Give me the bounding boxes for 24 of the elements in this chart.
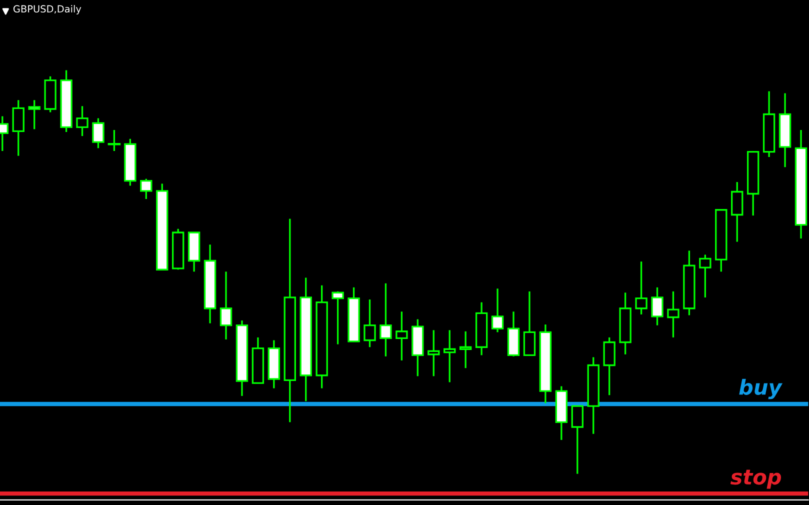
candlestick	[396, 310, 408, 362]
candlestick	[555, 385, 568, 441]
candlestick	[204, 244, 216, 324]
candlestick	[459, 330, 472, 369]
candlestick	[794, 129, 808, 240]
candlestick	[380, 282, 392, 358]
candlestick	[444, 329, 456, 384]
candlestick	[268, 339, 280, 390]
candlestick	[428, 329, 440, 377]
candlestick	[539, 324, 552, 404]
ref-line-label: buy	[739, 378, 783, 400]
candlestick	[284, 218, 296, 424]
chart-title: GBPUSD,Daily	[13, 5, 82, 14]
candlestick	[300, 276, 312, 402]
candlestick	[475, 301, 488, 356]
candlestick	[316, 284, 328, 390]
ref-line-label: stop	[730, 470, 782, 489]
candlestick	[619, 292, 632, 356]
candlestick	[778, 92, 792, 168]
candlestick	[667, 290, 680, 338]
candlestick	[236, 320, 248, 397]
candlestick	[220, 270, 232, 340]
candlestick	[762, 90, 776, 158]
candlestick	[731, 181, 744, 243]
